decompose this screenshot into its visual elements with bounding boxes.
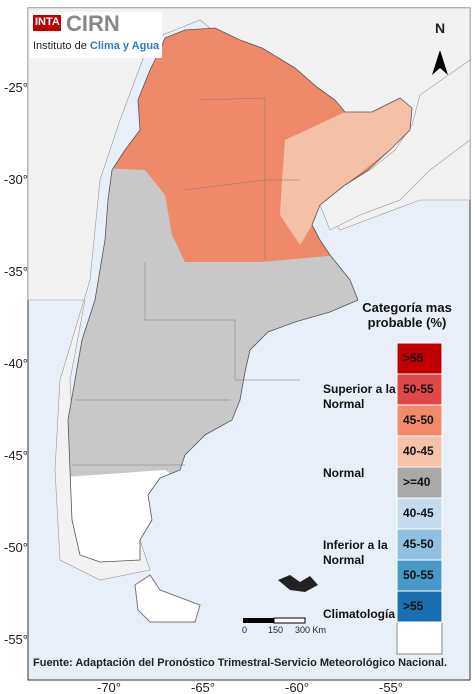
legend-swatch (396, 342, 443, 375)
legend-item: 50-55 (403, 568, 434, 582)
legend-item: >55 (403, 351, 424, 365)
legend-group: Inferior a la Normal (323, 538, 388, 567)
islands (278, 575, 318, 592)
legend-item: 50-55 (403, 382, 434, 396)
legend-swatch (396, 621, 443, 655)
legend-item: 45-50 (403, 537, 434, 551)
legend-item: 40-45 (403, 506, 434, 520)
legend-swatch (396, 373, 443, 406)
lon-label: -55° (379, 680, 403, 694)
lat-label: -45° (4, 448, 28, 463)
zone-above-light (280, 98, 412, 245)
lat-label: -25° (4, 80, 28, 95)
lat-label: -50° (4, 540, 28, 555)
lon-label: -70° (97, 680, 121, 694)
legend-swatch (396, 404, 443, 437)
lat-label: -35° (4, 264, 28, 279)
tierra-del-fuego (134, 574, 201, 623)
legend-group: Climatología (323, 607, 396, 621)
logo-subtitle: Instituto de Clima y Agua (33, 40, 159, 52)
province-borders (72, 97, 300, 466)
scale-label: 300 Km (295, 625, 327, 635)
logo-badge (33, 15, 61, 31)
lat-label: -40° (4, 356, 28, 371)
scale-bar (243, 618, 274, 623)
lon-label: -60° (285, 680, 309, 694)
north-arrow (432, 50, 448, 75)
logo-subtitle-prefix: Instituto de (33, 40, 87, 52)
north-label: N (435, 20, 446, 36)
legend-group: Superior a la Normal (323, 382, 396, 411)
logo-badge-text: INTA (35, 16, 60, 28)
legend-item: 40-45 (403, 444, 434, 458)
legend-item: >=40 (403, 475, 431, 489)
legend-swatch (396, 590, 443, 623)
legend-swatch (396, 497, 443, 530)
scale-label: 150 (268, 625, 284, 635)
scale-label: 0 (242, 625, 248, 635)
legend-item: >55 (403, 599, 424, 613)
legend-item: 45-50 (403, 413, 434, 427)
scale-bar (273, 617, 306, 624)
logo-name: CIRN (66, 11, 120, 36)
legend-swatch (396, 466, 443, 499)
lon-label: -65° (191, 680, 215, 694)
logo-subtitle-highlight: Clima y Agua (89, 40, 160, 52)
source: Fuente: Adaptación del Pronóstico Trimes… (33, 657, 448, 669)
lat-label: -30° (4, 172, 28, 187)
legend-title: Categoría mas probable (%) (362, 300, 452, 330)
lat-label: -55° (4, 632, 28, 647)
legend-group: Normal (323, 466, 365, 480)
